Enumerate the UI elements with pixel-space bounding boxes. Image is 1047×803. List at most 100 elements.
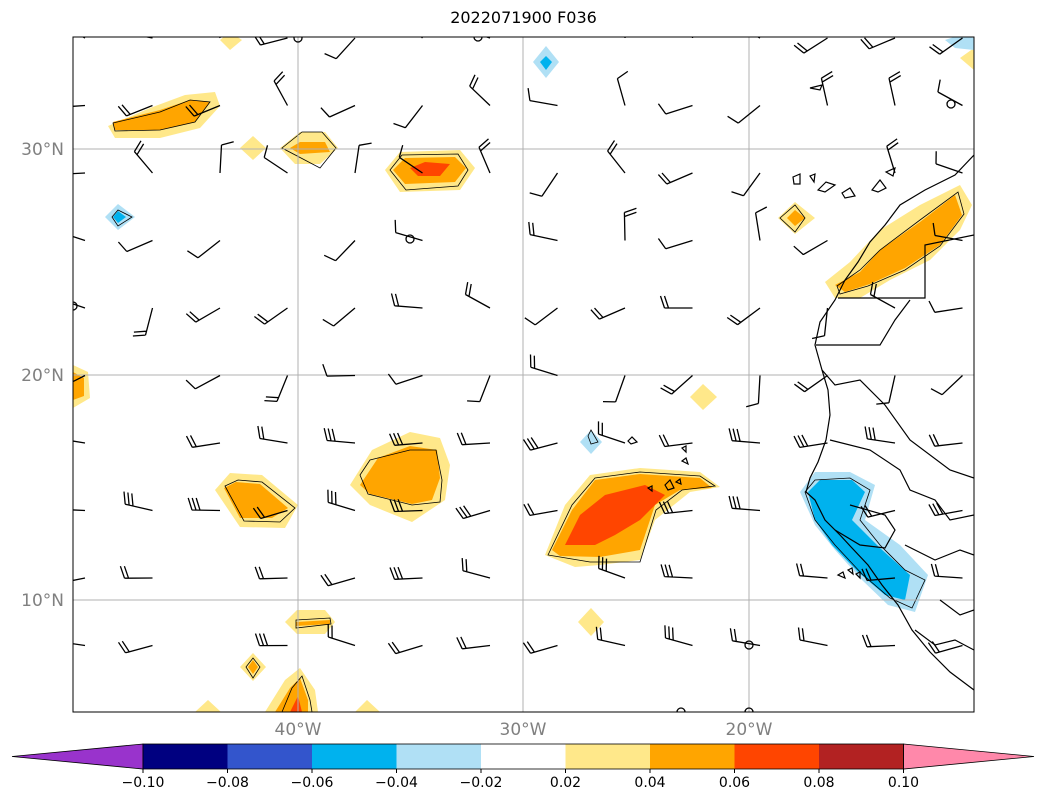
colorbar-tick-label: 0.10	[888, 775, 919, 791]
anomaly-blob	[248, 660, 258, 674]
wind-barb	[728, 495, 761, 512]
lon-label: 30°W	[500, 720, 547, 740]
wind-barb	[394, 219, 423, 242]
colorbar-segment	[227, 744, 313, 769]
anomaly-blob	[945, 37, 974, 50]
wind-barb	[254, 633, 288, 647]
wind-barb	[657, 238, 693, 250]
wind-barb	[185, 104, 221, 117]
colorbar-segment	[565, 744, 651, 769]
wind-barb	[133, 140, 153, 174]
wind-barb	[389, 566, 423, 580]
wind-barb	[455, 505, 491, 520]
wind-barb	[219, 37, 221, 39]
wind-barb	[322, 363, 356, 377]
wind-barb	[607, 140, 626, 174]
wind-barb	[132, 307, 154, 337]
wind-barb	[73, 509, 86, 512]
wind-barb	[664, 625, 693, 647]
wind-barb	[928, 502, 963, 517]
wind-barb	[754, 206, 768, 241]
wind-barb	[864, 426, 896, 444]
wind-barb	[929, 37, 963, 55]
anomaly-blob	[73, 372, 84, 400]
wind-barb	[616, 70, 629, 106]
wind-barb	[389, 499, 423, 513]
wind-barb	[797, 627, 828, 647]
colorbar-tick-labels: −0.10 −0.08 −0.06 −0.04 −0.02 0.02 0.04 0.06 0.0…	[122, 775, 920, 791]
wind-barb	[658, 434, 693, 448]
wind-barb	[728, 428, 761, 444]
anomaly-blob	[578, 608, 604, 636]
wind-barb	[478, 138, 491, 174]
wind-barb	[811, 307, 829, 340]
negative-anomaly-fills	[105, 37, 974, 612]
wind-barb	[930, 375, 963, 396]
colorbar-tick-label: 0.02	[550, 775, 581, 791]
wind-barb	[73, 104, 86, 107]
wind-barb	[861, 568, 896, 582]
colorbar-extend-high	[903, 743, 1035, 770]
wind-barb	[254, 37, 288, 46]
wind-barb	[117, 239, 153, 253]
wind-barb	[624, 37, 626, 39]
wind-barb	[727, 104, 761, 124]
wind-barb	[729, 628, 761, 647]
colorbar-segment	[481, 744, 566, 769]
wind-barb	[389, 432, 423, 446]
wind-barb	[522, 437, 558, 451]
wind-barb	[257, 425, 288, 444]
wind-barb	[484, 37, 491, 39]
lon-label: 20°W	[726, 720, 773, 740]
colorbar-extend-low	[11, 743, 144, 770]
wind-barb	[590, 307, 626, 320]
wind-barb	[467, 375, 491, 403]
wind-barb	[322, 307, 356, 327]
anomaly-blob	[240, 136, 266, 160]
wind-barb	[117, 640, 153, 654]
wind-barb	[73, 374, 86, 383]
anomaly-blob	[220, 37, 242, 50]
wind-barb	[81, 37, 86, 39]
wind-barb	[420, 37, 423, 39]
wind-barb	[393, 105, 424, 129]
anomaly-blob	[787, 210, 805, 226]
wind-barb	[119, 565, 153, 579]
wind-barb	[888, 71, 902, 106]
wind-barb	[935, 151, 963, 174]
wind-barb	[527, 88, 558, 107]
wind-barb	[928, 434, 963, 447]
lat-label: 20°N	[21, 366, 64, 386]
colorbar-tick-label: −0.08	[206, 775, 249, 791]
colorbar-segment	[650, 744, 735, 769]
anomaly-blob	[290, 142, 330, 154]
positive-anomaly-fills	[73, 37, 974, 712]
wind-barb	[456, 636, 491, 650]
wind-barb	[117, 104, 153, 117]
wind-barb	[860, 37, 896, 50]
wind-barb	[930, 563, 963, 579]
colorbar-tick-label: 0.08	[803, 775, 834, 791]
colorbar-segment	[819, 744, 904, 769]
wind-barb	[143, 37, 153, 39]
wind-barb	[523, 503, 558, 517]
calm-circles	[73, 37, 956, 712]
wind-barb	[937, 79, 963, 107]
wind-barb	[793, 37, 828, 54]
wind-barb	[794, 374, 828, 393]
anomaly-blob	[113, 100, 210, 130]
wind-barb	[726, 307, 761, 326]
wind-barbs	[73, 37, 963, 655]
wind-barb	[795, 563, 828, 579]
wind-barb	[522, 641, 558, 654]
colorbar-tick-label: −0.10	[122, 775, 165, 791]
wind-barb	[529, 172, 559, 197]
anomaly-blob	[113, 211, 126, 223]
wind-barb	[252, 506, 288, 520]
anomaly-blob	[290, 696, 302, 712]
wind-barb	[254, 307, 288, 325]
colorbar-tick-label: 0.04	[634, 775, 665, 791]
lon-labels: 40°W 30°W 20°W	[275, 720, 773, 740]
wind-barb	[323, 240, 356, 262]
colorbar-segment	[396, 744, 482, 769]
